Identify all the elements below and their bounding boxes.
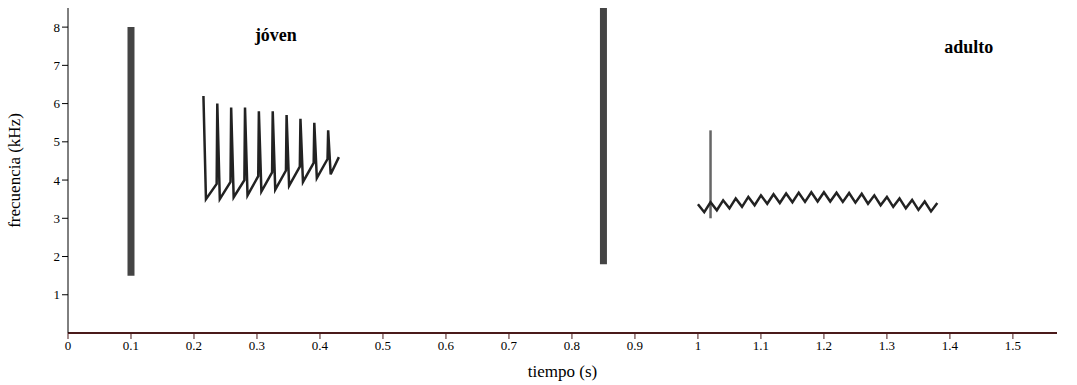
svg-text:adulto: adulto [944,37,993,57]
svg-text:0.5: 0.5 [375,338,391,353]
svg-text:6: 6 [54,96,61,111]
svg-text:3: 3 [54,211,61,226]
svg-text:0.3: 0.3 [249,338,265,353]
svg-text:jóven: jóven [254,25,297,45]
svg-text:7: 7 [54,58,61,73]
svg-text:4: 4 [54,173,61,188]
svg-text:0.7: 0.7 [501,338,518,353]
svg-text:1.4: 1.4 [942,338,959,353]
svg-text:0.6: 0.6 [438,338,455,353]
svg-text:1.2: 1.2 [816,338,832,353]
svg-text:frecuencia (kHz): frecuencia (kHz) [5,113,24,228]
svg-text:0.8: 0.8 [564,338,580,353]
svg-text:2: 2 [54,249,61,264]
svg-text:1: 1 [695,338,702,353]
svg-text:1.5: 1.5 [1005,338,1021,353]
svg-text:1: 1 [54,287,61,302]
svg-text:0.1: 0.1 [123,338,139,353]
svg-text:0.2: 0.2 [186,338,202,353]
svg-text:tiempo (s): tiempo (s) [528,362,597,381]
svg-text:1.1: 1.1 [753,338,769,353]
svg-text:8: 8 [54,20,61,35]
svg-text:0.4: 0.4 [312,338,329,353]
svg-text:0.9: 0.9 [627,338,643,353]
svg-text:1.3: 1.3 [879,338,895,353]
svg-text:5: 5 [54,134,61,149]
svg-text:0: 0 [65,338,72,353]
